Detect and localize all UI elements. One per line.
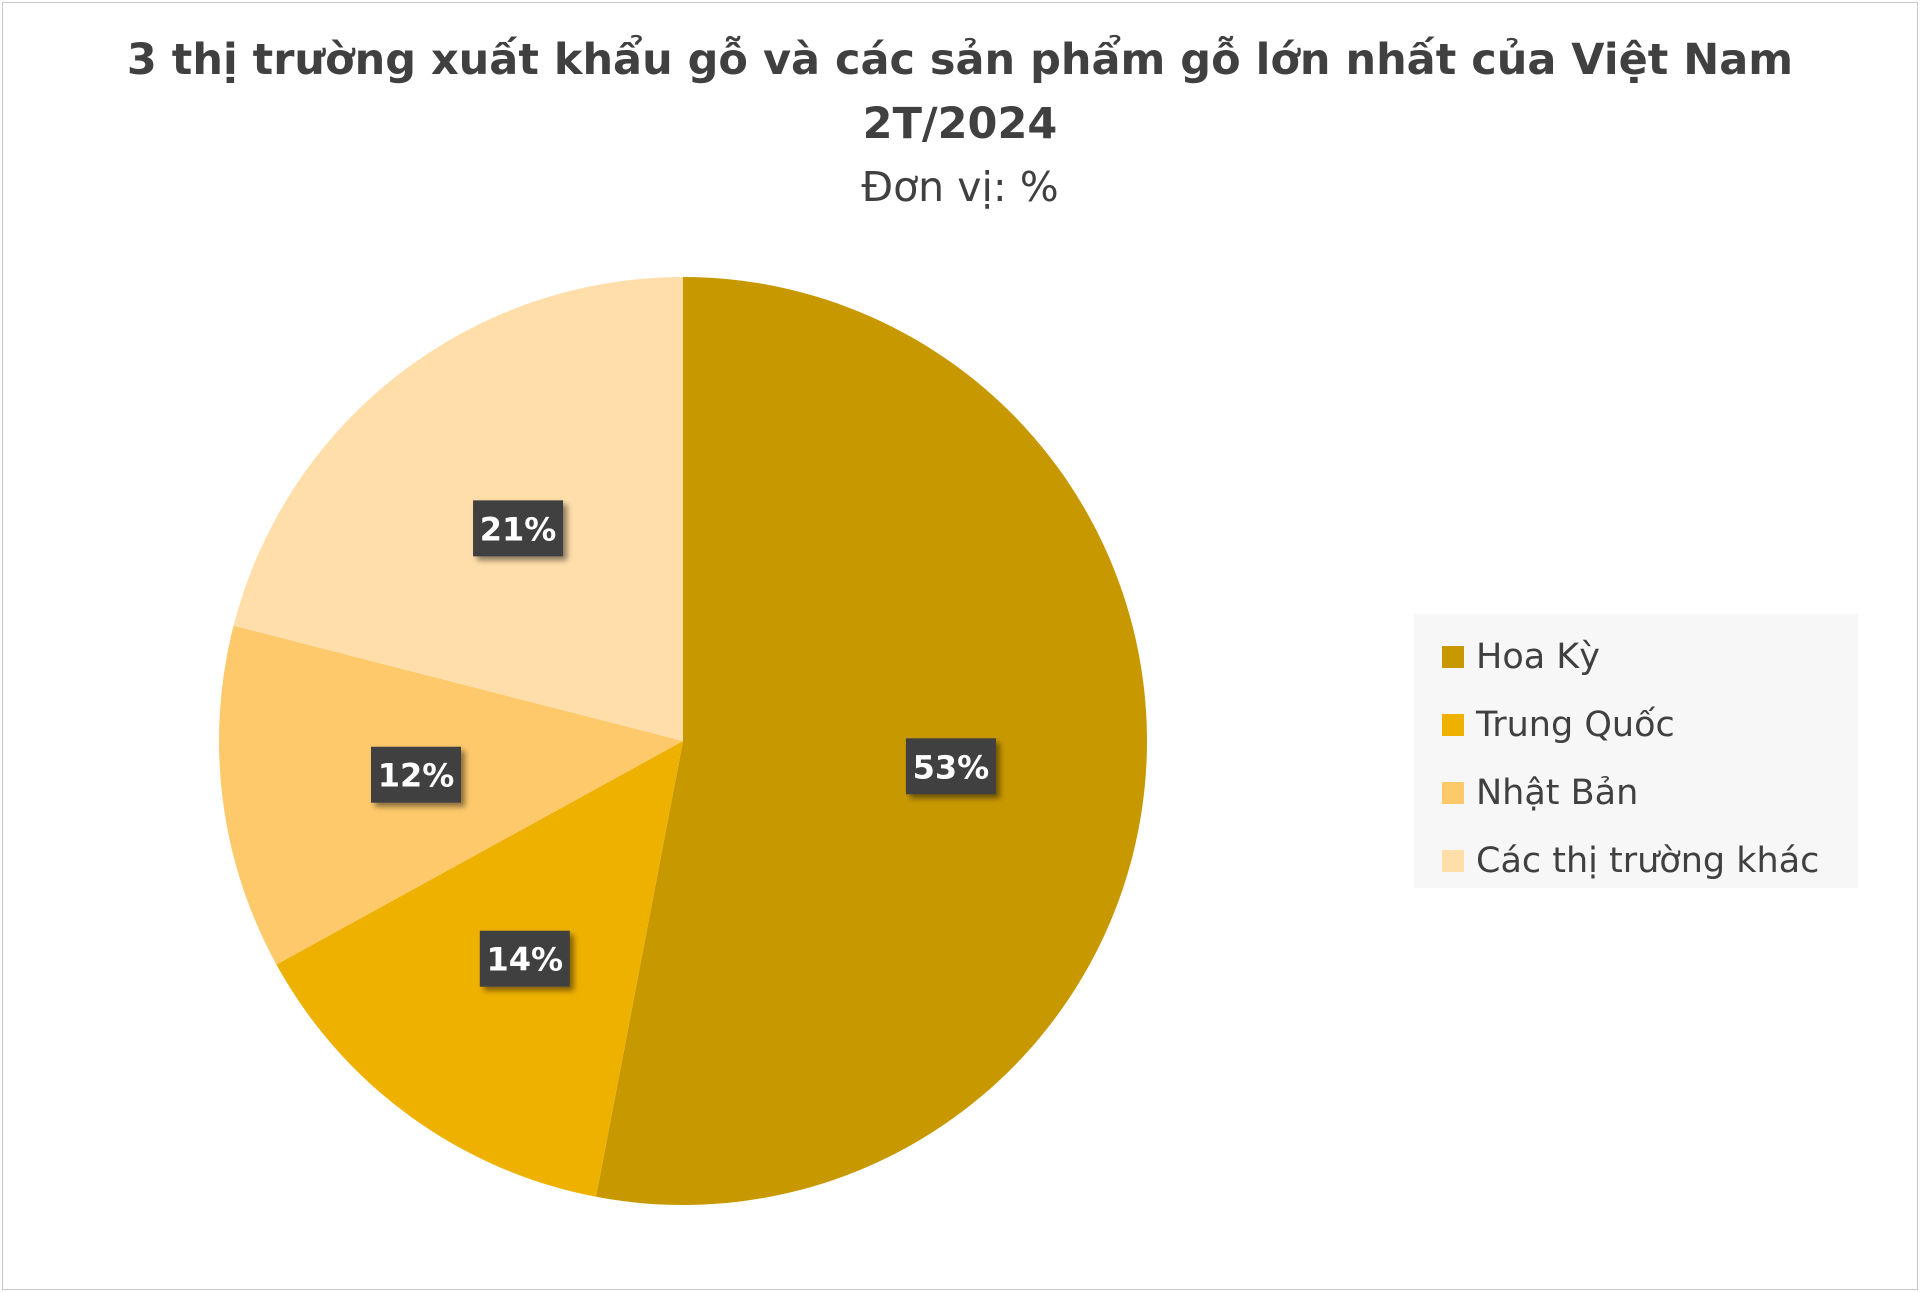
legend-label-nhat-ban: Nhật Bản <box>1476 773 1639 813</box>
data-label-trung-quoc: 14% <box>479 930 570 987</box>
data-label-box-hoa-ky <box>905 738 996 795</box>
pie-slice-hoa-ky <box>596 277 1148 1205</box>
data-label-box-nhat-ban <box>371 746 462 803</box>
data-label-text-cac-thi-truong-khac: 21% <box>480 510 557 548</box>
pie-slice-trung-quoc <box>276 741 683 1197</box>
pie-data-labels: 53% 14% 12% 21% <box>371 500 996 987</box>
legend-swatch-hoa-ky <box>1442 646 1464 668</box>
legend-swatch-trung-quoc <box>1442 714 1464 736</box>
legend-swatch-nhat-ban <box>1442 782 1464 804</box>
data-label-text-nhat-ban: 12% <box>378 757 455 795</box>
chart-subtitle: Đơn vị: % <box>861 163 1059 211</box>
legend-item-nhat-ban: Nhật Bản <box>1442 766 1638 820</box>
legend-item-cac-thi-truong-khac: Các thị trường khác <box>1442 834 1819 888</box>
legend-swatch-cac-thi-truong-khac <box>1442 850 1464 872</box>
pie-slice-cac-thi-truong-khac <box>233 277 684 741</box>
pie-slices <box>219 277 1148 1205</box>
chart-title-line-2: 2T/2024 <box>862 99 1058 149</box>
legend-label-hoa-ky: Hoa Kỳ <box>1476 637 1600 677</box>
legend-item-trung-quoc: Trung Quốc <box>1442 698 1675 752</box>
data-label-text-hoa-ky: 53% <box>913 748 990 786</box>
data-label-hoa-ky: 53% <box>905 738 996 795</box>
chart-legend: Hoa Kỳ Trung Quốc Nhật Bản Các thị trường k… <box>1414 614 1858 888</box>
data-label-cac-thi-truong-khac: 21% <box>473 500 564 557</box>
legend-label-cac-thi-truong-khac: Các thị trường khác <box>1476 841 1820 881</box>
data-label-text-trung-quoc: 14% <box>487 941 564 979</box>
data-label-box-trung-quoc <box>479 930 570 987</box>
legend-label-trung-quoc: Trung Quốc <box>1476 705 1675 745</box>
legend-item-hoa-ky: Hoa Kỳ <box>1442 630 1600 684</box>
data-label-nhat-ban: 12% <box>371 746 462 803</box>
chart-title-line-1: 3 thị trường xuất khẩu gỗ và các sản phẩ… <box>126 35 1794 85</box>
data-label-box-cac-thi-truong-khac <box>473 500 564 557</box>
chart-title: 3 thị trường xuất khẩu gỗ và các sản phẩ… <box>0 28 1920 156</box>
